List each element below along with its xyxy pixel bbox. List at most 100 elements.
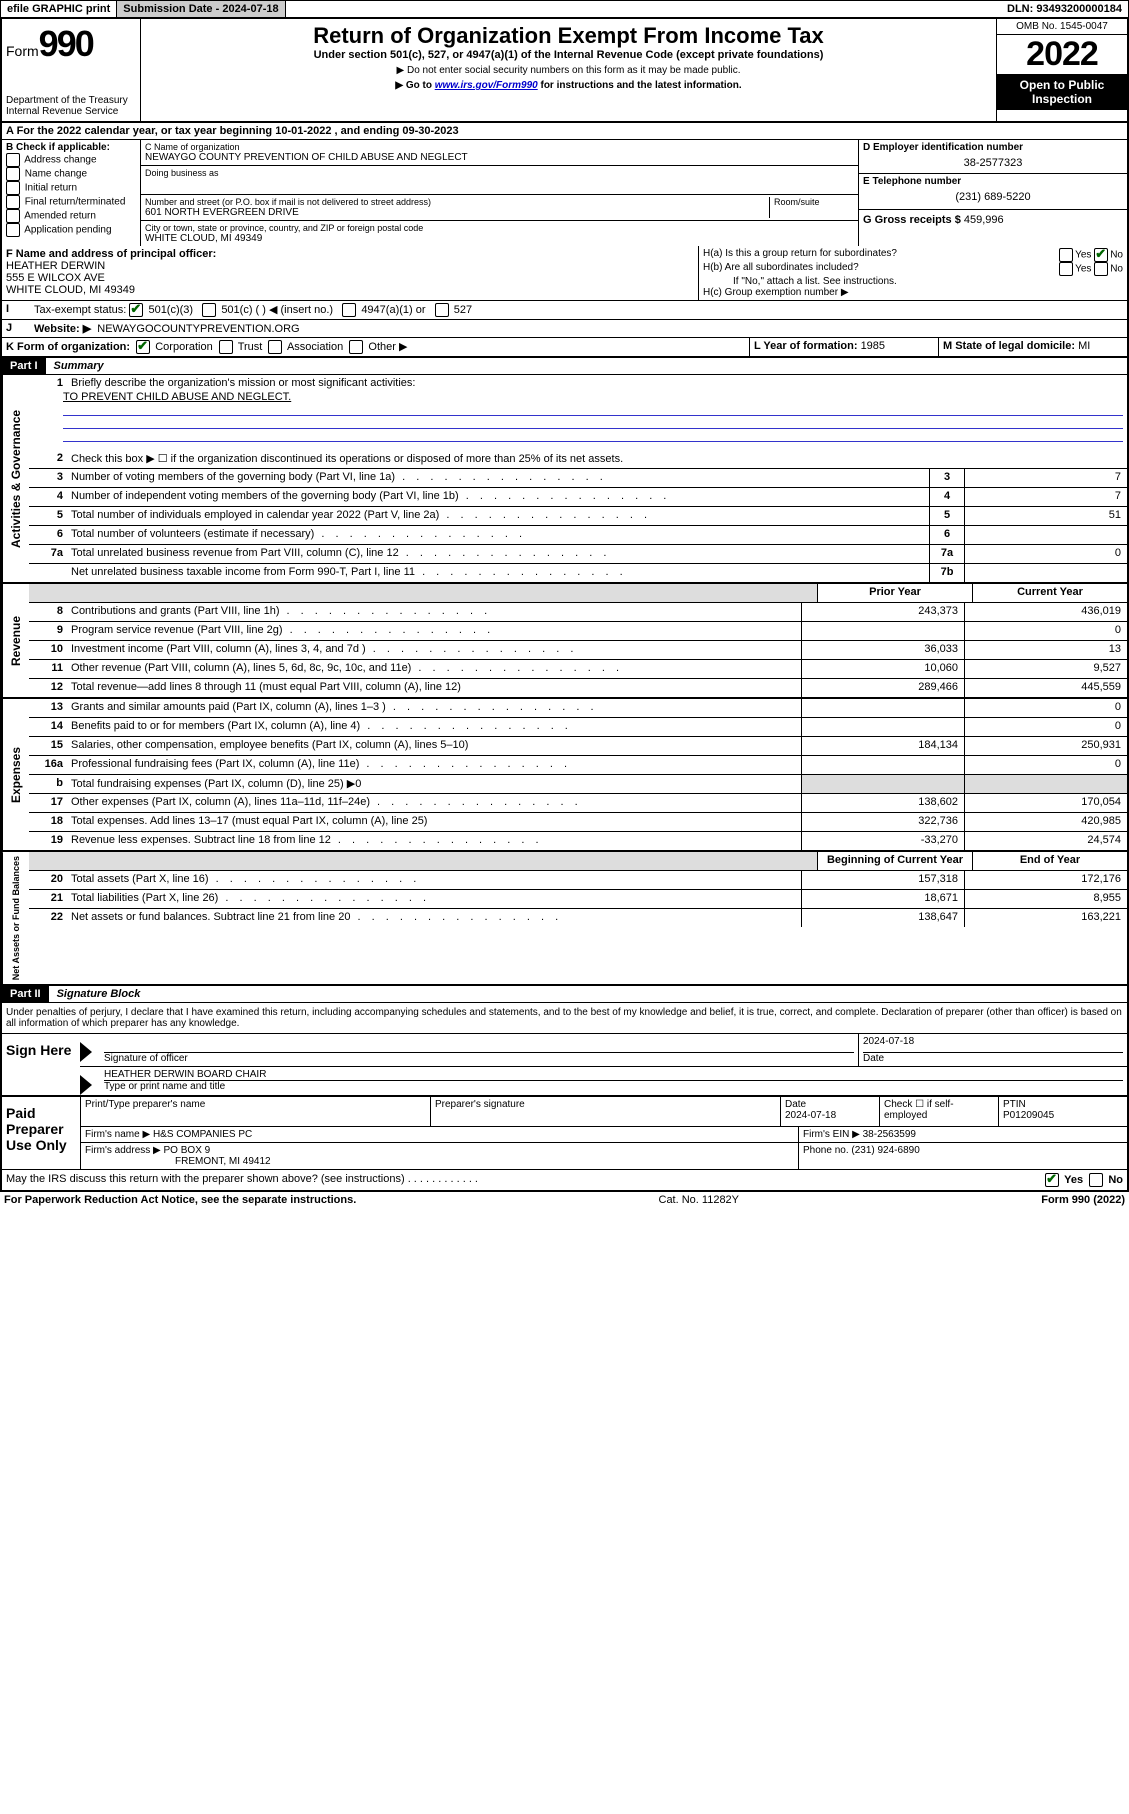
col-b-checkboxes: B Check if applicable: Address change Na…	[2, 140, 141, 246]
line12-current: 445,559	[964, 679, 1127, 697]
pp-check-self: Check ☐ if self-employed	[879, 1097, 998, 1126]
hc-label: H(c) Group exemption number ▶	[703, 287, 1123, 298]
check-initial-return[interactable]: Initial return	[6, 181, 136, 195]
line5-desc: Total number of individuals employed in …	[67, 507, 929, 525]
section-identity: B Check if applicable: Address change Na…	[0, 140, 1129, 246]
check-501c[interactable]	[202, 303, 216, 317]
street-value: 601 NORTH EVERGREEN DRIVE	[145, 207, 299, 218]
line16a-desc: Professional fundraising fees (Part IX, …	[67, 756, 801, 774]
ptin-value: P01209045	[1003, 1110, 1054, 1121]
line16b-prior	[801, 775, 964, 793]
col-prior: Prior Year	[817, 584, 972, 602]
check-final-return[interactable]: Final return/terminated	[6, 195, 136, 209]
line7b-val	[964, 564, 1127, 582]
line16a-prior	[801, 756, 964, 774]
discuss-yes[interactable]	[1045, 1173, 1059, 1187]
paid-preparer-label: Paid Preparer Use Only	[2, 1097, 80, 1169]
line14-desc: Benefits paid to or for members (Part IX…	[67, 718, 801, 736]
ha-label: H(a) Is this a group return for subordin…	[703, 248, 897, 262]
dept-label: Department of the TreasuryInternal Reven…	[6, 95, 136, 117]
hb-yes[interactable]	[1059, 262, 1073, 276]
street-label: Number and street (or P.O. box if mail i…	[145, 197, 769, 207]
check-corporation[interactable]	[136, 340, 150, 354]
check-other[interactable]	[349, 340, 363, 354]
line21-desc: Total liabilities (Part X, line 26)	[67, 890, 801, 908]
line19-current: 24,574	[964, 832, 1127, 850]
irs-link[interactable]: www.irs.gov/Form990	[435, 80, 538, 91]
officer-addr2: WHITE CLOUD, MI 49349	[6, 284, 135, 296]
line14-prior	[801, 718, 964, 736]
line2-desc: Check this box ▶ ☐ if the organization d…	[67, 450, 1127, 468]
firm-addr1: PO BOX 9	[164, 1145, 211, 1156]
org-name-label: C Name of organization	[145, 142, 854, 152]
open-public-badge: Open to Public Inspection	[997, 74, 1127, 110]
line19-desc: Revenue less expenses. Subtract line 18 …	[67, 832, 801, 850]
row-a-tax-year: A For the 2022 calendar year, or tax yea…	[0, 123, 1129, 140]
line15-current: 250,931	[964, 737, 1127, 755]
line6-val	[964, 526, 1127, 544]
line4-desc: Number of independent voting members of …	[67, 488, 929, 506]
discuss-no[interactable]	[1089, 1173, 1103, 1187]
line9-desc: Program service revenue (Part VIII, line…	[67, 622, 801, 640]
ptin-label: PTIN	[1003, 1099, 1026, 1110]
part1-expenses: Expenses 13Grants and similar amounts pa…	[0, 699, 1129, 852]
line13-desc: Grants and similar amounts paid (Part IX…	[67, 699, 801, 717]
line9-prior	[801, 622, 964, 640]
check-501c3[interactable]	[129, 303, 143, 317]
part1-netassets: Net Assets or Fund Balances Beginning of…	[0, 852, 1129, 986]
line16b-desc: Total fundraising expenses (Part IX, col…	[67, 775, 801, 793]
line14-current: 0	[964, 718, 1127, 736]
hb-no[interactable]	[1094, 262, 1108, 276]
check-amended-return[interactable]: Amended return	[6, 209, 136, 223]
line22-begin: 138,647	[801, 909, 964, 927]
tax-year: 2022	[997, 35, 1127, 74]
form-title: Return of Organization Exempt From Incom…	[145, 23, 992, 49]
gross-receipts-value: 459,996	[964, 214, 1004, 226]
line10-current: 13	[964, 641, 1127, 659]
line11-desc: Other revenue (Part VIII, column (A), li…	[67, 660, 801, 678]
footer-right: Form 990 (2022)	[1041, 1194, 1125, 1206]
mission-label: Briefly describe the organization's miss…	[67, 375, 1127, 391]
sign-here-label: Sign Here	[2, 1033, 80, 1095]
hb-label: H(b) Are all subordinates included?	[703, 262, 859, 276]
ha-yes[interactable]	[1059, 248, 1073, 262]
check-4947[interactable]	[342, 303, 356, 317]
line6-desc: Total number of volunteers (estimate if …	[67, 526, 929, 544]
ein-value: 38-2577323	[863, 153, 1123, 173]
check-association[interactable]	[268, 340, 282, 354]
line9-current: 0	[964, 622, 1127, 640]
phone-value: (231) 689-5220	[863, 187, 1123, 207]
top-bar: efile GRAPHIC print Submission Date - 20…	[0, 0, 1129, 18]
row-i-tax-status: I Tax-exempt status: 501(c)(3) 501(c) ( …	[0, 301, 1129, 320]
line4-val: 7	[964, 488, 1127, 506]
line8-prior: 243,373	[801, 603, 964, 621]
firm-addr2: FREMONT, MI 49412	[85, 1156, 271, 1167]
signature-block: Under penalties of perjury, I declare th…	[0, 1003, 1129, 1192]
col-begin: Beginning of Current Year	[817, 852, 972, 870]
part1-revenue: Revenue Prior YearCurrent Year 8Contribu…	[0, 584, 1129, 699]
pp-name-label: Print/Type preparer's name	[85, 1099, 205, 1110]
side-governance: Activities & Governance	[2, 375, 29, 582]
line13-current: 0	[964, 699, 1127, 717]
line18-current: 420,985	[964, 813, 1127, 831]
footer-center: Cat. No. 11282Y	[659, 1194, 740, 1206]
firm-name: H&S COMPANIES PC	[153, 1129, 252, 1140]
dln-cell: DLN: 93493200000184	[1001, 1, 1128, 17]
check-name-change[interactable]: Name change	[6, 167, 136, 181]
sig-date-value: 2024-07-18	[863, 1036, 1123, 1053]
line7a-desc: Total unrelated business revenue from Pa…	[67, 545, 929, 563]
part1-header: Part ISummary	[0, 358, 1129, 375]
check-trust[interactable]	[219, 340, 233, 354]
check-address-change[interactable]: Address change	[6, 153, 136, 167]
side-netassets: Net Assets or Fund Balances	[2, 852, 29, 984]
city-label: City or town, state or province, country…	[145, 223, 854, 233]
part2-header: Part IISignature Block	[0, 986, 1129, 1003]
line5-val: 51	[964, 507, 1127, 525]
check-application-pending[interactable]: Application pending	[6, 223, 136, 237]
check-527[interactable]	[435, 303, 449, 317]
line16a-current: 0	[964, 756, 1127, 774]
name-title-label: Type or print name and title	[104, 1081, 225, 1092]
ha-no[interactable]	[1094, 248, 1108, 262]
line20-end: 172,176	[964, 871, 1127, 889]
line3-val: 7	[964, 469, 1127, 487]
